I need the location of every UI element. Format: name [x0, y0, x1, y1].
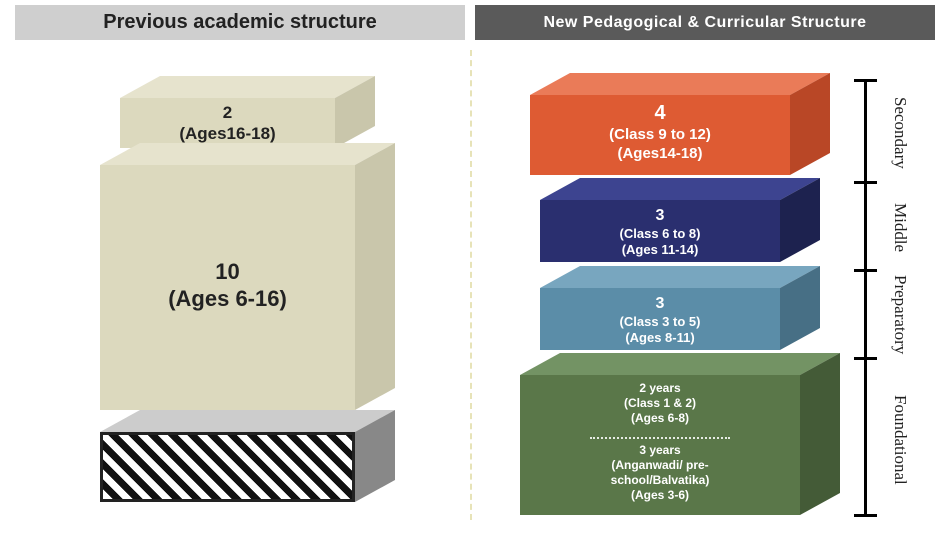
foundational-dotted-separator [590, 437, 730, 439]
stage-bracket-tick-3 [854, 357, 877, 360]
header-previous-label: Previous academic structure [103, 11, 376, 34]
header-new-label: New Pedagogical & Curricular Structure [543, 14, 866, 32]
stage-label-foundational: Foundational [890, 365, 910, 515]
new-block-foundational-lower-label: 3 years(Anganwadi/ pre-school/Balvatika)… [520, 443, 800, 503]
new-block-foundational-upper-label: 2 years(Class 1 & 2)(Ages 6-8) [520, 381, 800, 426]
prev-block-base-hatched [100, 432, 395, 524]
stage-label-secondary: Secondary [890, 85, 910, 180]
prev-block-ages-6-16: 10(Ages 6-16) [100, 165, 395, 432]
stage-bracket-tick-2 [854, 269, 877, 272]
center-divider [470, 50, 472, 520]
new-block-foundational: 2 years(Class 1 & 2)(Ages 6-8) 3 years(An… [520, 375, 840, 534]
stage-label-preparatory: Preparatory [890, 272, 910, 357]
new-block-preparatory-label: 3(Class 3 to 5)(Ages 8-11) [540, 294, 780, 347]
prev-block-main-label: 10(Ages 6-16) [100, 258, 355, 313]
stage-bracket-tick-0 [854, 79, 877, 82]
new-block-middle-label: 3(Class 6 to 8)(Ages 11-14) [540, 206, 780, 259]
prev-block-top-label: 2(Ages16-18) [120, 102, 335, 145]
stage-bracket-line [864, 80, 867, 515]
stage-bracket-tick-4 [854, 514, 877, 517]
new-block-secondary-label: 4(Class 9 to 12)(Ages14-18) [530, 101, 790, 164]
stage-bracket-tick-1 [854, 181, 877, 184]
header-previous-structure: Previous academic structure [15, 5, 465, 40]
stage-label-middle: Middle [890, 190, 910, 265]
header-new-structure: New Pedagogical & Curricular Structure [475, 5, 935, 40]
